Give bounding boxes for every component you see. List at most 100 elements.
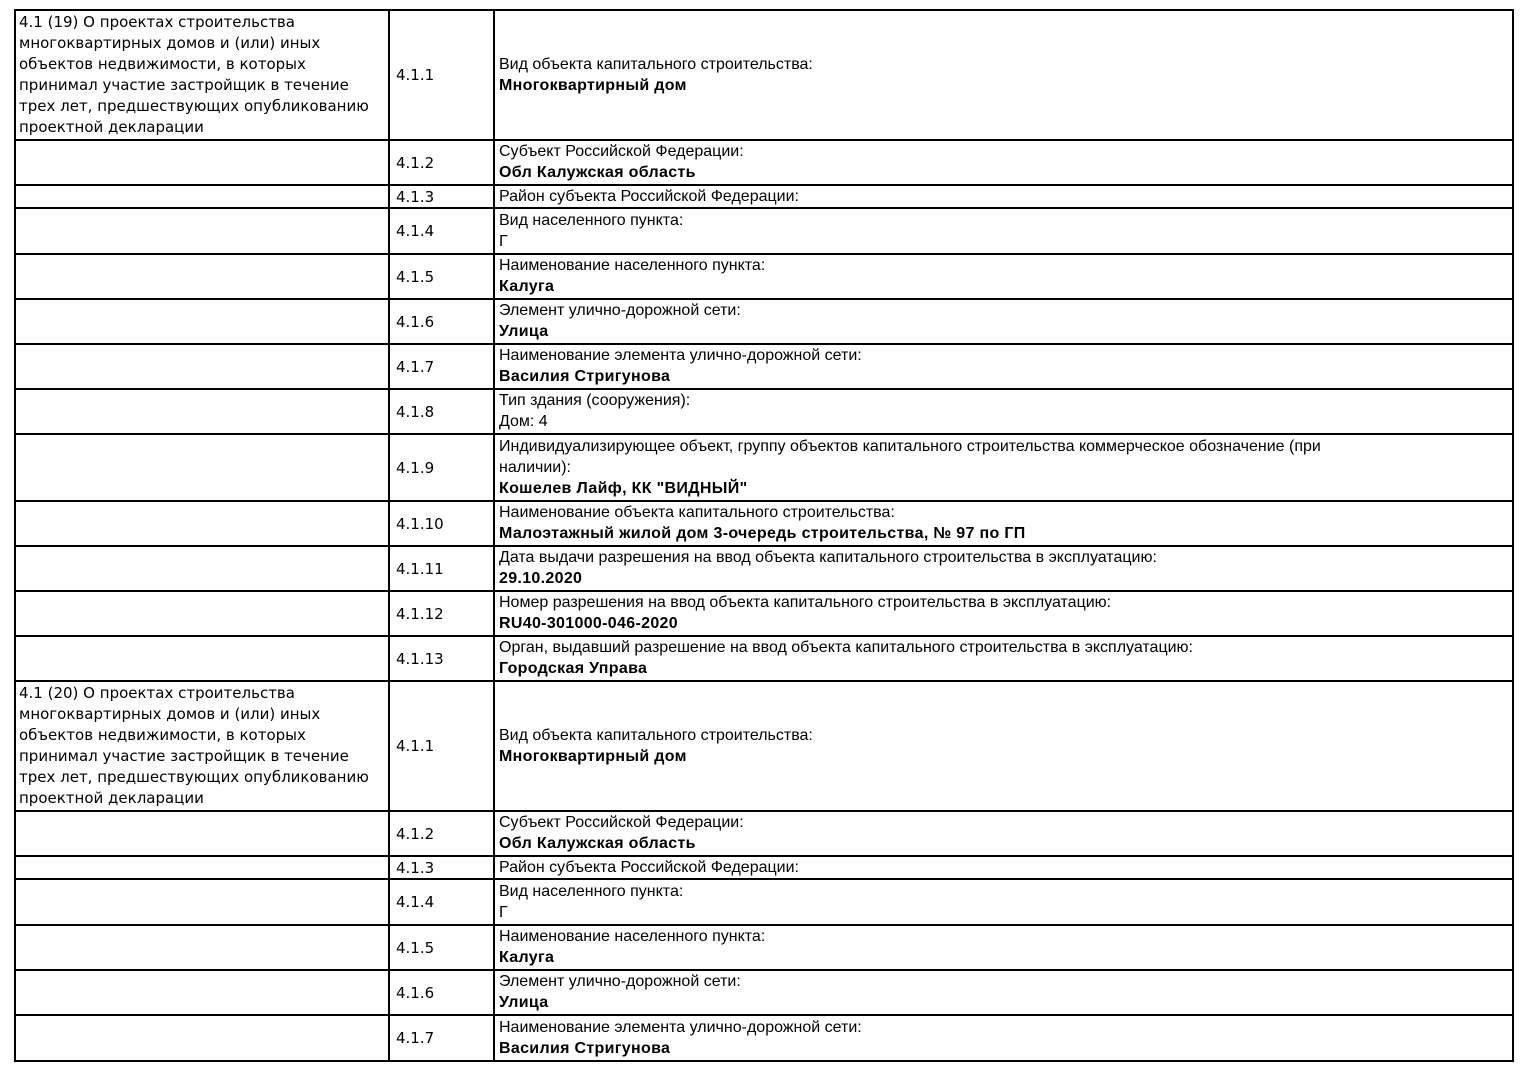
table-row: 4.1.3 Район субъекта Российской Федерации… [14,855,1514,880]
section-heading-empty-cell [14,184,390,209]
table-row: 4.1.5 Наименование населенного пункта: Кал… [14,253,1514,300]
section-heading-empty-cell [14,253,390,300]
field-label: Наименование объекта капитального строит… [499,504,895,521]
field-value: Г [499,232,508,250]
row-content-cell: Вид объекта капитального строительства: М… [493,9,1514,141]
row-content-cell: Индивидуализирующее объект, группу объек… [493,433,1514,502]
field-value: Улица [499,323,549,340]
table-row: 4.1 (20) О проектах строительства многок… [14,680,1514,812]
row-code: 4.1.7 [388,343,495,390]
field-value: Обл Калужская область [499,835,696,852]
field-label: Район субъекта Российской Федерации: [499,859,799,876]
row-code: 4.1.9 [388,433,495,502]
row-content-cell: Район субъекта Российской Федерации: [493,184,1514,209]
table-row: 4.1.7 Наименование элемента улично-дорожн… [14,343,1514,390]
field-value: Кошелев Лайф, КК "ВИДНЫЙ" [499,479,748,497]
field-label: Наименование элемента улично-дорожной се… [499,347,862,364]
section-heading-empty-cell [14,343,390,390]
section-heading-empty-cell [14,207,390,255]
row-code: 4.1.2 [388,810,495,857]
table-row: 4.1.9 Индивидуализирующее объект, группу … [14,433,1514,502]
field-value: Малоэтажный жилой дом 3-очередь строител… [499,525,1026,542]
field-value: Обл Калужская область [499,164,696,181]
row-content-cell: Наименование населенного пункта: Калуга [493,253,1514,300]
table-row: 4.1.2 Субъект Российской Федерации: Обл Ка… [14,810,1514,857]
section-heading: 4.1 (20) О проектах строительства многок… [14,680,390,812]
field-label: Тип здания (сооружения): [499,392,691,409]
field-value: Улица [499,994,549,1011]
field-label: Наименование населенного пункта: [499,257,766,274]
row-content-cell: Наименование элемента улично-дорожной се… [493,1014,1514,1062]
row-code: 4.1.12 [388,590,495,637]
field-label: Элемент улично-дорожной сети: [499,302,741,319]
row-code: 4.1.1 [388,9,495,141]
field-value: 29.10.2020 [499,570,583,587]
row-content-cell: Дата выдачи разрешения на ввод объекта к… [493,545,1514,592]
table-row: 4.1.10 Наименование объекта капитального … [14,500,1514,547]
field-label: Элемент улично-дорожной сети: [499,973,741,990]
row-content-cell: Тип здания (сооружения): Дом: 4 [493,388,1514,435]
field-value: Г [499,903,508,921]
row-content-cell: Наименование элемента улично-дорожной се… [493,343,1514,390]
row-code: 4.1.13 [388,635,495,682]
section-heading-empty-cell [14,298,390,345]
field-label: Наименование элемента улично-дорожной се… [499,1018,862,1036]
row-code: 4.1.3 [388,184,495,209]
field-value: Калуга [499,949,555,966]
field-label: Вид населенного пункта: [499,882,684,900]
section-heading-empty-cell [14,545,390,592]
row-code: 4.1.4 [388,207,495,255]
table-row: 4.1 (19) О проектах строительства многок… [14,9,1514,141]
table-row: 4.1.7 Наименование элемента улично-дорожн… [14,1014,1514,1062]
row-code: 4.1.7 [388,1014,495,1062]
field-value: Калуга [499,278,555,295]
table-body: 4.1 (19) О проектах строительства многок… [14,9,1514,1062]
table-row: 4.1.4 Вид населенного пункта: Г [14,207,1514,255]
row-content-cell: Наименование населенного пункта: Калуга [493,924,1514,971]
row-code: 4.1.2 [388,139,495,186]
field-value: RU40-301000-046-2020 [499,615,678,632]
table-row: 4.1.8 Тип здания (сооружения): Дом: 4 [14,388,1514,435]
table-row: 4.1.4 Вид населенного пункта: Г [14,878,1514,926]
section-heading-empty-cell [14,810,390,857]
field-value: Городская Управа [499,660,648,677]
table-row: 4.1.6 Элемент улично-дорожной сети: Улица [14,969,1514,1016]
field-label: Орган, выдавший разрешение на ввод объек… [499,639,1193,656]
section-heading-empty-cell [14,388,390,435]
declaration-table: 4.1 (19) О проектах строительства многок… [14,9,1514,1062]
field-label: Дата выдачи разрешения на ввод объекта к… [499,549,1157,566]
field-value: Многоквартирный дом [499,76,687,94]
row-content-cell: Номер разрешения на ввод объекта капитал… [493,590,1514,637]
field-label: Субъект Российской Федерации: [499,814,744,831]
section-heading-empty-cell [14,924,390,971]
row-content-cell: Вид населенного пункта: Г [493,207,1514,255]
field-value: Дом: 4 [499,413,548,430]
section-heading-empty-cell [14,855,390,880]
table-row: 4.1.3 Район субъекта Российской Федерации… [14,184,1514,209]
section-heading-empty-cell [14,878,390,926]
field-label: Индивидуализирующее объект, группу объек… [499,437,1321,476]
field-value: Василия Стригунова [499,368,671,385]
field-value: Василия Стригунова [499,1039,671,1057]
row-code: 4.1.5 [388,924,495,971]
row-content-cell: Субъект Российской Федерации: Обл Калужск… [493,810,1514,857]
field-label: Субъект Российской Федерации: [499,143,744,160]
row-content-cell: Субъект Российской Федерации: Обл Калужск… [493,139,1514,186]
row-code: 4.1.3 [388,855,495,880]
section-heading-empty-cell [14,500,390,547]
row-content-cell: Элемент улично-дорожной сети: Улица [493,298,1514,345]
field-label: Наименование населенного пункта: [499,928,766,945]
table-row: 4.1.2 Субъект Российской Федерации: Обл Ка… [14,139,1514,186]
table-row: 4.1.11 Дата выдачи разрешения на ввод объ… [14,545,1514,592]
row-code: 4.1.6 [388,969,495,1016]
row-code: 4.1.11 [388,545,495,592]
section-heading: 4.1 (19) О проектах строительства многок… [14,9,390,141]
section-heading-empty-cell [14,139,390,186]
section-heading-empty-cell [14,433,390,502]
row-content-cell: Элемент улично-дорожной сети: Улица [493,969,1514,1016]
row-code: 4.1.6 [388,298,495,345]
field-label: Номер разрешения на ввод объекта капитал… [499,594,1112,611]
table-row: 4.1.6 Элемент улично-дорожной сети: Улица [14,298,1514,345]
row-content-cell: Наименование объекта капитального строит… [493,500,1514,547]
table-row: 4.1.12 Номер разрешения на ввод объекта к… [14,590,1514,637]
